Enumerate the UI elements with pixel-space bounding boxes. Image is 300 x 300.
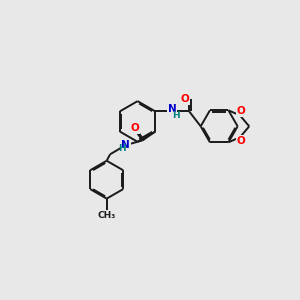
Text: CH₃: CH₃ — [98, 211, 116, 220]
Text: N: N — [121, 140, 130, 150]
Text: O: O — [237, 136, 245, 146]
Text: N: N — [168, 104, 176, 114]
Text: O: O — [180, 94, 189, 104]
Text: O: O — [237, 106, 245, 116]
Text: H: H — [172, 111, 180, 120]
Text: O: O — [130, 123, 139, 133]
Text: H: H — [118, 145, 125, 154]
